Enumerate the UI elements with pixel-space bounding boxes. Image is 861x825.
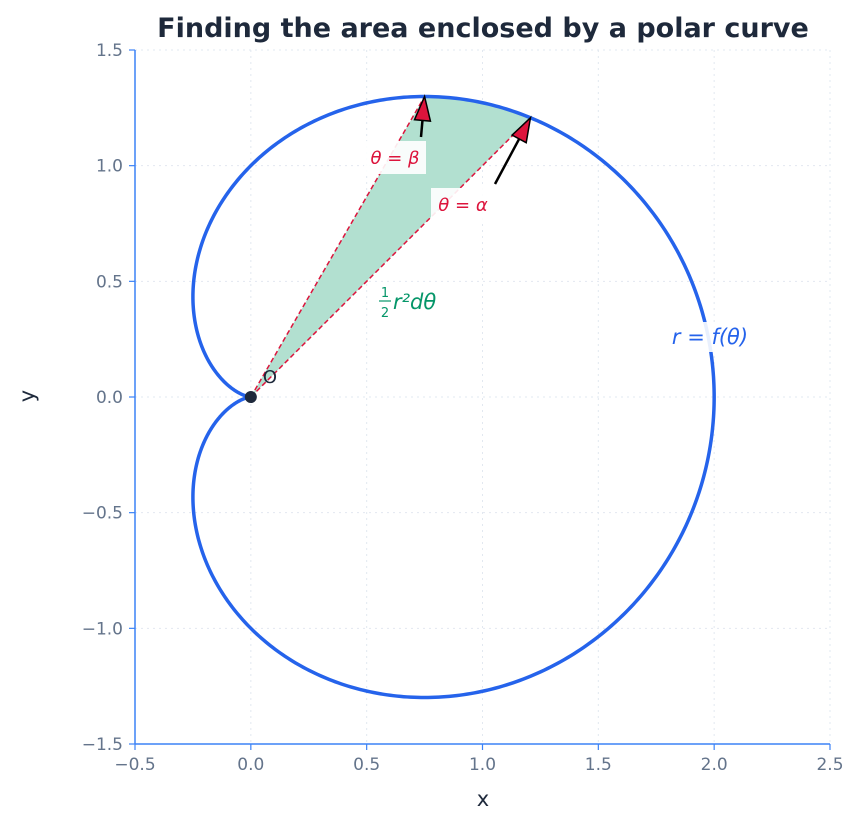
alpha-arrow-head xyxy=(510,115,532,144)
alpha-arrow-shaft xyxy=(493,138,521,185)
beta-arrow-shaft xyxy=(419,120,424,138)
x-tick-label-4: 1.5 xyxy=(585,755,612,775)
element-label: r²dθ xyxy=(393,290,436,314)
chart-title: Finding the area enclosed by a polar cur… xyxy=(157,13,809,44)
beta-label: θ = β xyxy=(370,148,419,169)
alpha-label: θ = α xyxy=(438,195,488,216)
x-tick-label-2: 0.5 xyxy=(353,755,380,775)
y-tick-label-4: 0.5 xyxy=(96,272,123,292)
tick-labels: −0.5 0.0 0.5 1.0 1.5 2.0 2.5 −1.5 −1.0 −0.5 0.0 0.5… xyxy=(82,41,844,775)
y-tick-label-2: −0.5 xyxy=(82,504,123,524)
x-axis-label: x xyxy=(477,787,489,811)
y-tick-label-5: 1.0 xyxy=(96,157,123,177)
beta-arrow-head xyxy=(413,94,432,122)
annotations: θ = β θ = α 1 2 r²dθ r = f(θ) xyxy=(364,94,754,352)
origin-point xyxy=(244,391,257,403)
curve-label-box xyxy=(666,322,754,352)
y-tick-label-6: 1.5 xyxy=(96,41,123,61)
x-tick-label-1: 0.0 xyxy=(237,755,264,775)
alpha-label-box xyxy=(431,188,495,221)
y-tick-label-3: 0.0 xyxy=(96,388,123,408)
y-tick-label-1: −1.0 xyxy=(82,619,123,639)
y-axis-label: y xyxy=(15,390,39,402)
beta-label-box xyxy=(364,141,426,174)
origin-label: O xyxy=(263,367,277,388)
x-tick-label-3: 1.0 xyxy=(469,755,496,775)
x-tick-label-6: 2.5 xyxy=(816,755,843,775)
element-frac-denominator: 2 xyxy=(381,306,389,321)
element-frac-numerator: 1 xyxy=(381,286,389,301)
x-tick-label-5: 2.0 xyxy=(701,755,728,775)
ray-alpha xyxy=(250,117,532,398)
sector-fill xyxy=(250,96,531,398)
curve-label: r = f(θ) xyxy=(672,325,748,349)
y-tick-label-0: −1.5 xyxy=(82,735,123,755)
x-tick-label-0: −0.5 xyxy=(114,755,155,775)
